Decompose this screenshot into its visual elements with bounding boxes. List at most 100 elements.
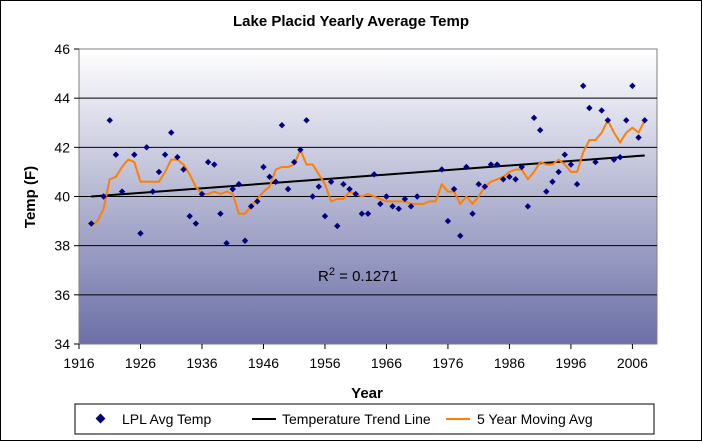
series-layer xyxy=(88,82,648,247)
scatter-point xyxy=(284,185,292,193)
moving-avg-line xyxy=(90,119,646,227)
scatter-point xyxy=(487,161,495,168)
scatter-point xyxy=(161,151,169,158)
scatter-point xyxy=(493,161,501,168)
scatter-point xyxy=(149,188,156,195)
scatter-point xyxy=(106,117,113,124)
y-tick-label: 36 xyxy=(54,287,70,303)
scatter-point xyxy=(580,82,587,90)
scatter-point xyxy=(266,173,273,181)
y-tick-label: 46 xyxy=(54,41,70,57)
scatter-point xyxy=(616,153,624,161)
y-tick-label: 44 xyxy=(54,90,70,106)
x-tick-label: 2006 xyxy=(617,355,648,371)
scatter-point xyxy=(518,163,525,171)
x-tick-label: 1926 xyxy=(125,355,156,371)
scatter-point xyxy=(340,181,347,188)
scatter-point xyxy=(143,144,150,151)
scatter-point xyxy=(463,163,470,171)
scatter-point xyxy=(168,129,175,136)
scatter-point xyxy=(247,203,255,210)
legend-label-trend: Temperature Trend Line xyxy=(282,411,431,427)
scatter-point xyxy=(444,217,452,225)
scatter-point xyxy=(174,153,181,161)
scatter-point xyxy=(364,210,372,217)
chart-title: Lake Placid Yearly Average Temp xyxy=(233,13,469,30)
x-tick-label: 1936 xyxy=(186,355,217,371)
scatter-point xyxy=(438,166,445,173)
scatter-point xyxy=(524,203,532,210)
scatter-point xyxy=(610,156,618,163)
x-tick-label: 1946 xyxy=(248,355,279,371)
scatter-point xyxy=(543,188,550,195)
scatter-point xyxy=(217,210,224,217)
scatter-point xyxy=(260,163,267,171)
x-tick-label: 1996 xyxy=(555,355,586,371)
scatter-point xyxy=(506,173,513,181)
scatter-point xyxy=(555,168,562,176)
scatter-point xyxy=(346,185,353,193)
legend-label-moving-avg: 5 Year Moving Avg xyxy=(477,411,593,427)
scatter-point xyxy=(192,220,200,227)
scatter-point xyxy=(88,220,95,227)
y-tick-label: 40 xyxy=(54,189,70,205)
scatter-point xyxy=(407,203,415,210)
x-tick-label: 1966 xyxy=(371,355,402,371)
y-tick-label: 34 xyxy=(54,336,70,352)
scatter-point xyxy=(500,176,507,183)
scatter-point xyxy=(118,188,126,195)
scatter-point xyxy=(629,82,636,90)
scatter-point xyxy=(641,117,648,124)
scatter-point xyxy=(358,210,366,217)
scatter-point xyxy=(100,193,107,200)
scatter-point xyxy=(383,193,390,200)
scatter-point xyxy=(211,161,218,168)
scatter-point xyxy=(481,183,489,190)
scatter-point xyxy=(254,198,261,205)
scatter-point xyxy=(598,107,605,114)
scatter-point xyxy=(635,134,642,141)
scatter-point xyxy=(530,114,538,122)
x-tick-label: 1956 xyxy=(309,355,340,371)
scatter-point xyxy=(327,178,335,185)
scatter-point xyxy=(536,126,544,134)
scatter-point xyxy=(592,158,599,166)
x-axis-title: Year xyxy=(351,385,383,402)
scatter-point xyxy=(272,178,279,185)
scatter-point xyxy=(457,232,464,240)
scatter-point xyxy=(450,185,458,193)
scatter-point xyxy=(401,195,409,203)
scatter-point xyxy=(241,237,249,244)
scatter-point xyxy=(623,117,630,124)
gridlines xyxy=(79,97,657,296)
scatter-point xyxy=(469,210,476,217)
scatter-point xyxy=(321,212,329,220)
x-tick-label: 1916 xyxy=(63,355,94,371)
scatter-point xyxy=(235,181,243,188)
r-squared-superscript: 2 xyxy=(329,266,335,278)
trend-line xyxy=(91,154,645,198)
scatter-point xyxy=(309,193,316,200)
legend: LPL Avg Temp Temperature Trend Line 5 Ye… xyxy=(74,403,655,435)
scatter-point xyxy=(395,205,402,212)
scatter-point xyxy=(223,240,230,247)
scatter-point xyxy=(475,181,482,188)
scatter-point xyxy=(180,166,187,173)
scatter-point xyxy=(604,117,612,124)
r-squared-annotation: R2 = 0.1271 xyxy=(318,266,398,285)
scatter-point xyxy=(291,158,298,166)
x-axis-ticks: 1916 1926 1936 1946 1956 1966 1976 1986 1996 2006 xyxy=(63,344,648,371)
scatter-point xyxy=(389,203,396,210)
scatter-point xyxy=(370,171,378,178)
scatter-point xyxy=(229,185,236,193)
scatter-point xyxy=(278,122,286,129)
scatter-point xyxy=(131,151,138,158)
scatter-point xyxy=(352,190,359,198)
scatter-point xyxy=(155,168,163,176)
x-tick-label: 1976 xyxy=(432,355,463,371)
scatter-point xyxy=(573,181,581,188)
scatter-point xyxy=(567,161,575,168)
scatter-point xyxy=(137,230,144,237)
y-tick-label: 38 xyxy=(54,238,70,254)
